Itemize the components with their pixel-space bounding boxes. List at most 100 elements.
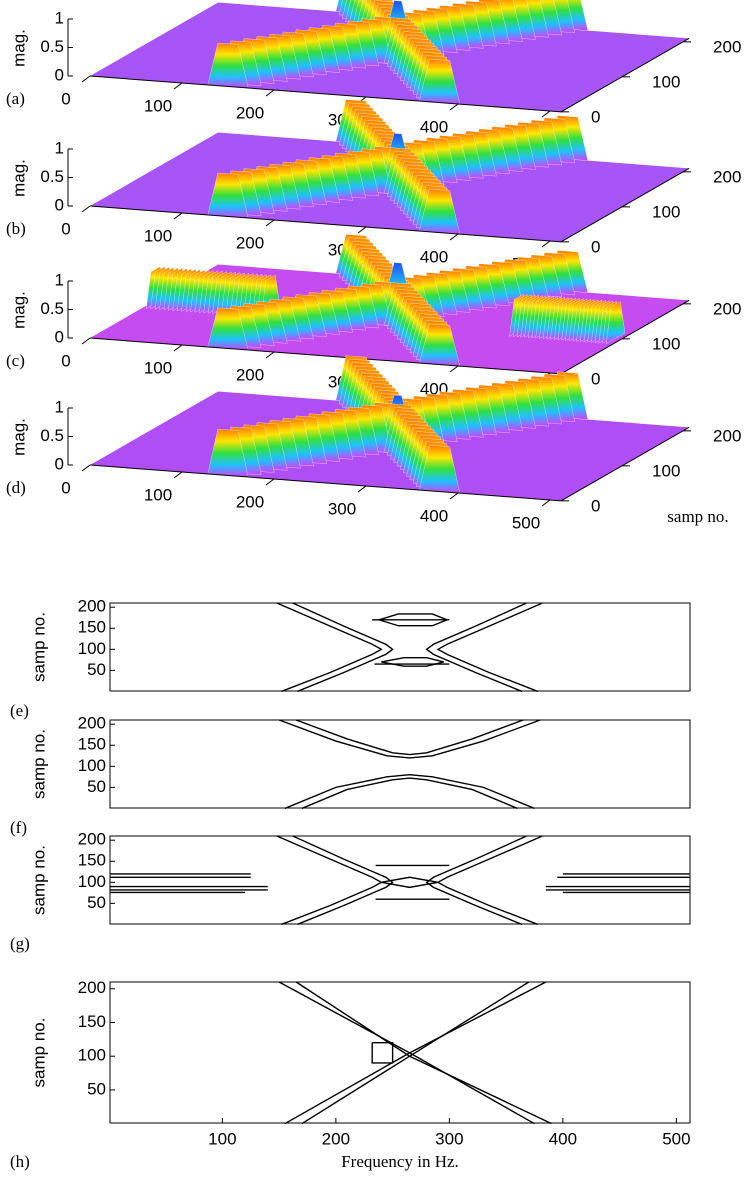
x-tick-label: 0 <box>61 351 70 370</box>
x-axis <box>89 75 562 113</box>
x-tick <box>449 103 459 111</box>
z-tick-label: 1 <box>55 397 64 416</box>
panel-label: (g) <box>10 934 30 953</box>
contour-line <box>381 657 444 667</box>
contour-line <box>295 719 524 756</box>
contour-line <box>284 774 535 810</box>
y-tick-label: 0 <box>591 237 600 256</box>
x-tick <box>173 82 183 90</box>
contour-line <box>301 777 518 810</box>
y-tick-label: 50 <box>87 777 106 796</box>
x-tick-label: 400 <box>420 247 448 266</box>
z-tick-label: 0 <box>55 195 64 214</box>
x-tick-label: 200 <box>236 365 264 384</box>
y-axis <box>560 167 690 243</box>
y-tick-label: 100 <box>78 639 106 658</box>
plot-frame <box>109 981 691 1124</box>
contour-line <box>278 719 541 759</box>
x-tick-label: 500 <box>662 1129 690 1148</box>
x-axis <box>89 464 562 502</box>
y-tick-label: 50 <box>87 1079 106 1098</box>
y-tick-label: 200 <box>713 167 741 186</box>
x-tick-label: 400 <box>420 117 448 136</box>
y-axis-label: samp no. <box>29 845 48 915</box>
panel-label: (h) <box>10 1152 30 1171</box>
y-tick-label: 200 <box>713 37 741 56</box>
x-tick-label: 200 <box>322 1129 350 1148</box>
y-tick-label: 100 <box>652 72 680 91</box>
y-tick-label: 100 <box>652 202 680 221</box>
z-tick-label: 1 <box>55 138 64 157</box>
y-tick-label: 100 <box>78 756 106 775</box>
contour-line <box>436 602 543 693</box>
x-tick-label: 300 <box>328 499 356 518</box>
y-axis <box>560 37 690 113</box>
x-tick <box>173 344 183 352</box>
y-tick-label: 150 <box>78 1012 106 1031</box>
y-tick-label: 200 <box>713 299 741 318</box>
y-tick-label: 200 <box>78 714 106 733</box>
z-axis-label: mag. <box>9 159 28 197</box>
contour-line <box>292 602 394 693</box>
x-tick <box>449 233 459 241</box>
z-axis-label: mag. <box>9 29 28 67</box>
x-tick-label: 500 <box>512 513 540 532</box>
contour-line <box>425 835 527 926</box>
x-tick-label: 100 <box>208 1129 236 1148</box>
y-tick-label: 0 <box>591 496 600 515</box>
ridge-profile <box>606 301 626 345</box>
x-tick <box>449 365 459 373</box>
z-axis-label: mag. <box>9 418 28 456</box>
x-tick-label: 200 <box>236 492 264 511</box>
contour-line <box>276 602 383 693</box>
y-tick-label: 100 <box>652 461 680 480</box>
x-tick-label: 400 <box>549 1129 577 1148</box>
x-tick <box>81 75 91 83</box>
x-tick-label: 0 <box>61 219 70 238</box>
panel-label: (a) <box>6 89 25 108</box>
x-tick <box>541 240 551 248</box>
z-tick-label: 0 <box>55 327 64 346</box>
y-tick-label: 100 <box>652 334 680 353</box>
x-tick <box>265 219 275 227</box>
x-tick <box>173 471 183 479</box>
y-tick-label: 200 <box>78 978 106 997</box>
x-tick-label: 100 <box>144 226 172 245</box>
y-tick-label: 200 <box>78 597 106 616</box>
contour-line <box>284 981 547 1125</box>
x-tick-label: 100 <box>144 358 172 377</box>
panel-label: (f) <box>10 818 27 837</box>
x-tick-label: 0 <box>61 89 70 108</box>
x-tick <box>265 89 275 97</box>
x-tick <box>449 492 459 500</box>
contour-line <box>292 835 394 926</box>
y-axis-label: samp no. <box>29 729 48 799</box>
x-axis <box>89 337 562 375</box>
plot-frame <box>109 835 691 925</box>
x-tick-label: 100 <box>144 485 172 504</box>
y-axis-label: samp no. <box>29 1018 48 1088</box>
x-tick <box>357 226 367 234</box>
y-tick-label: 100 <box>78 872 106 891</box>
y-tick-label: 50 <box>87 893 106 912</box>
z-tick-label: 1 <box>55 8 64 27</box>
z-tick-label: 0.5 <box>40 426 64 445</box>
x-axis-label: Frequency in Hz. <box>341 1152 459 1171</box>
plot-frame <box>109 719 691 809</box>
x-tick <box>357 485 367 493</box>
z-tick-label: 0 <box>55 65 64 84</box>
x-tick <box>541 110 551 118</box>
y-axis <box>560 426 690 502</box>
y-tick-label: 200 <box>78 830 106 849</box>
panel-label: (b) <box>6 219 26 238</box>
contour-line <box>425 602 527 693</box>
y-tick-label: 150 <box>78 735 106 754</box>
x-tick <box>81 337 91 345</box>
x-tick-label: 0 <box>61 478 70 497</box>
y-axis-label: samp no. <box>667 507 728 526</box>
z-tick-label: 0.5 <box>40 37 64 56</box>
z-tick-label: 0.5 <box>40 167 64 186</box>
z-tick-label: 0.5 <box>40 299 64 318</box>
